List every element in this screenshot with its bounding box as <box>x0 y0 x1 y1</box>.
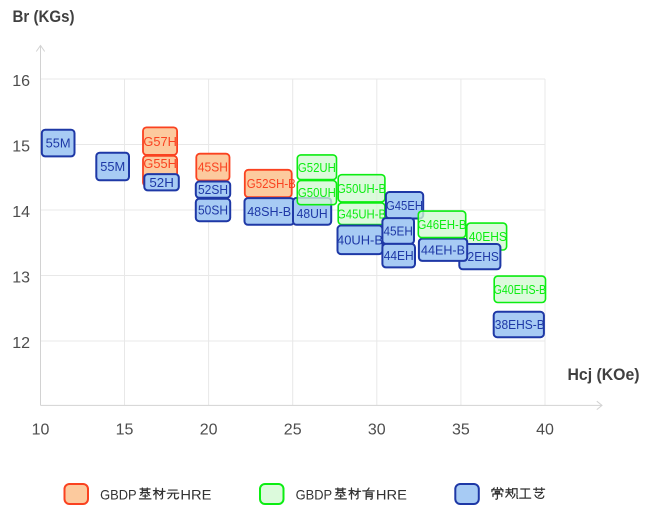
svg-text:G50UH-B: G50UH-B <box>337 181 386 196</box>
svg-text:20: 20 <box>200 421 218 438</box>
svg-text:44EH-B: 44EH-B <box>421 242 465 257</box>
svg-text:G50UH: G50UH <box>298 185 336 200</box>
svg-text:55M: 55M <box>46 136 71 151</box>
svg-text:25: 25 <box>284 421 302 438</box>
svg-text:40UH-B: 40UH-B <box>337 232 383 247</box>
svg-text:40: 40 <box>536 421 554 438</box>
svg-text:HRE: HRE <box>376 486 407 502</box>
svg-text:G40EHS-B: G40EHS-B <box>494 282 547 297</box>
svg-text:42EHS: 42EHS <box>461 249 499 264</box>
svg-text:48SH-B: 48SH-B <box>247 204 291 219</box>
svg-text:30: 30 <box>368 421 386 438</box>
svg-text:G45UH-B: G45UH-B <box>337 206 386 221</box>
svg-text:14: 14 <box>12 204 30 221</box>
svg-text:52H: 52H <box>149 175 174 190</box>
svg-text:12: 12 <box>12 335 30 352</box>
svg-text:44EH: 44EH <box>384 248 414 263</box>
svg-text:16: 16 <box>12 73 30 90</box>
svg-text:52SH: 52SH <box>198 182 228 197</box>
svg-text:GBDP: GBDP <box>296 486 333 502</box>
svg-text:45EH: 45EH <box>383 224 413 239</box>
svg-text:45SH: 45SH <box>198 160 228 175</box>
svg-text:HRE: HRE <box>180 486 211 502</box>
svg-text:Hcj (KOe): Hcj (KOe) <box>568 365 640 384</box>
svg-text:48UH: 48UH <box>297 206 328 221</box>
svg-text:13: 13 <box>12 270 30 287</box>
svg-text:Br (KGs): Br (KGs) <box>13 7 75 26</box>
svg-text:G46EH-B: G46EH-B <box>418 217 467 232</box>
svg-text:GBDP: GBDP <box>100 486 137 502</box>
svg-text:G57H: G57H <box>143 134 177 149</box>
svg-text:35: 35 <box>452 421 470 438</box>
svg-text:55M: 55M <box>100 159 125 174</box>
svg-text:38EHS-B: 38EHS-B <box>495 317 545 332</box>
svg-text:G55H: G55H <box>143 156 177 171</box>
svg-text:50SH: 50SH <box>198 203 228 218</box>
svg-text:15: 15 <box>12 139 30 156</box>
svg-text:G45EH: G45EH <box>386 198 423 213</box>
svg-text:15: 15 <box>116 421 134 438</box>
svg-text:G52SH-B: G52SH-B <box>247 176 296 191</box>
svg-text:10: 10 <box>32 421 50 438</box>
svg-text:G52UH: G52UH <box>298 160 336 175</box>
svg-text:40EHS: 40EHS <box>469 229 507 244</box>
